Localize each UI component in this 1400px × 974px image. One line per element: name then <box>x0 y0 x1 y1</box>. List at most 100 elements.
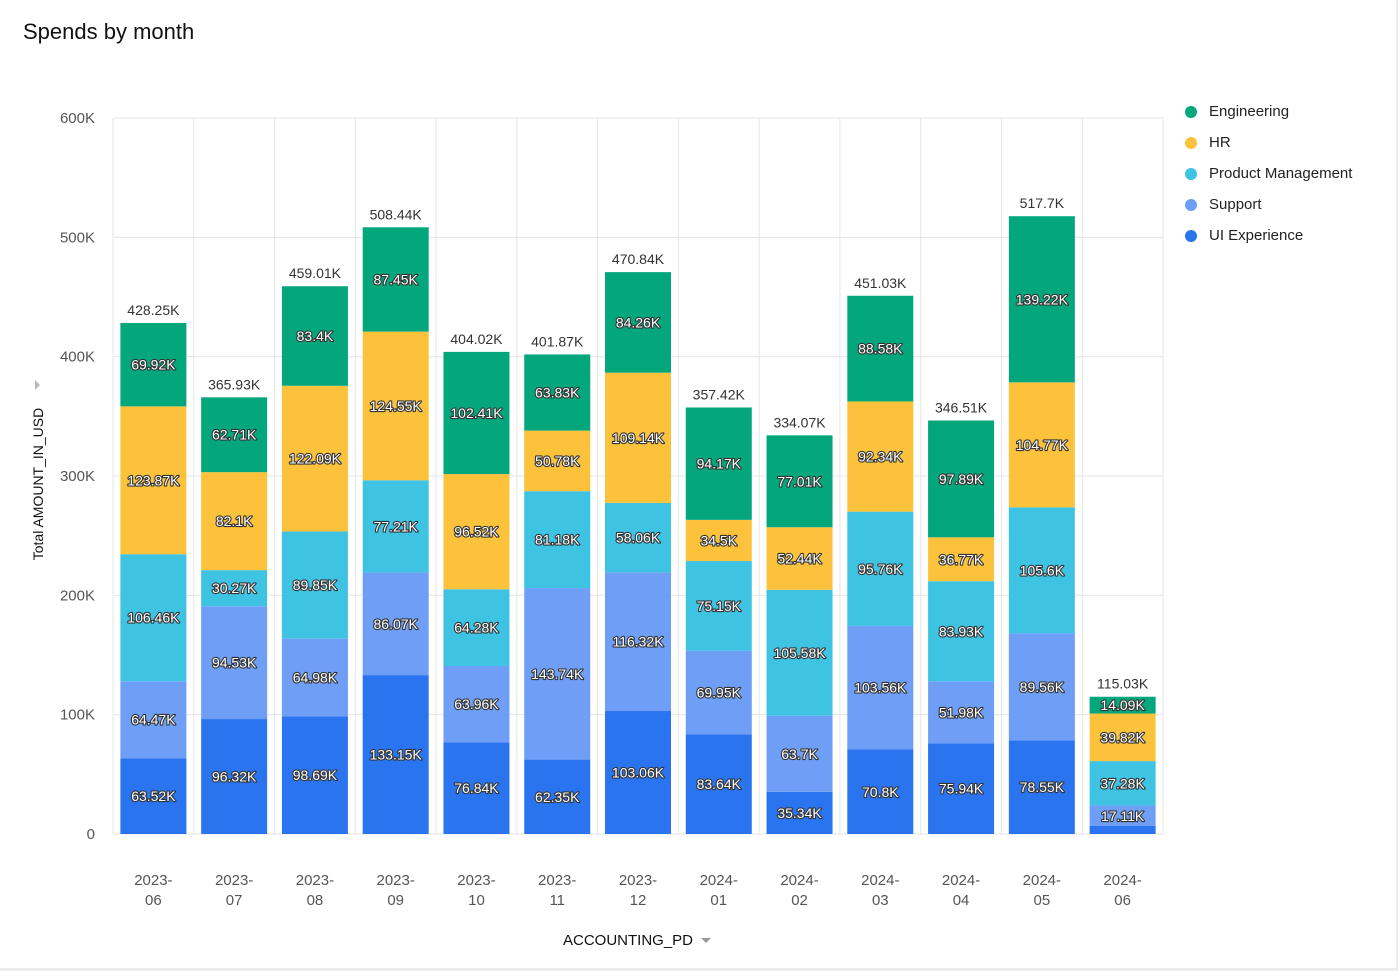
bar-data-label: 64.98K <box>293 669 338 685</box>
bar-segment[interactable] <box>766 791 833 834</box>
bar-total-label: 451.03K <box>854 275 907 291</box>
bar-segment[interactable] <box>847 625 914 750</box>
bar-data-label: 63.96K <box>454 696 499 712</box>
bar-data-label: 92.34K <box>858 449 903 465</box>
bar-segment[interactable] <box>443 665 510 743</box>
bar-segment[interactable] <box>928 743 995 834</box>
legend-item[interactable]: Engineering <box>1185 96 1352 127</box>
legend-item[interactable]: UI Experience <box>1185 220 1352 251</box>
bar-segment[interactable] <box>847 295 914 402</box>
bar-segment[interactable] <box>443 589 510 666</box>
bar-segment[interactable] <box>847 749 914 834</box>
legend-item[interactable]: Product Management <box>1185 158 1352 189</box>
bar-data-label: 82.1K <box>216 513 253 529</box>
x-axis-label-dropdown[interactable]: ACCOUNTING_PD <box>563 932 712 949</box>
bar-segment[interactable] <box>605 272 671 373</box>
bar-segment[interactable] <box>120 322 187 407</box>
bar-data-label: 77.01K <box>777 473 822 489</box>
bar-segment[interactable] <box>201 719 268 834</box>
bar-segment[interactable] <box>120 758 187 834</box>
bar-segment[interactable] <box>201 472 268 571</box>
bar-data-label: 122.09K <box>289 451 342 467</box>
bar-segment[interactable] <box>605 572 671 712</box>
bar-segment[interactable] <box>1008 382 1075 508</box>
bar-segment[interactable] <box>928 537 995 582</box>
bar-segment[interactable] <box>201 570 268 607</box>
bar-segment[interactable] <box>1089 713 1156 762</box>
x-tick-label: 08 <box>307 892 324 909</box>
bar-segment[interactable] <box>928 581 995 682</box>
bar-segment[interactable] <box>281 638 348 717</box>
bar-segment[interactable] <box>443 742 510 834</box>
bar-total-label: 517.7K <box>1020 195 1065 211</box>
bar-segment[interactable] <box>1089 696 1156 714</box>
bar-segment[interactable] <box>1008 633 1075 741</box>
bar-data-label: 50.78K <box>535 453 580 469</box>
bar-segment[interactable] <box>362 572 429 676</box>
bar-data-label: 76.84K <box>454 780 499 796</box>
bar-segment[interactable] <box>362 227 429 332</box>
bar-segment[interactable] <box>685 561 752 651</box>
legend-item[interactable]: HR <box>1185 127 1352 158</box>
bar-segment[interactable] <box>281 716 348 834</box>
bar-segment[interactable] <box>928 420 995 538</box>
bar-segment[interactable] <box>362 331 429 481</box>
bar-segment[interactable] <box>1089 825 1156 834</box>
bar-data-label: 133.15K <box>370 747 423 763</box>
bar-segment[interactable] <box>524 759 591 834</box>
bar-segment[interactable] <box>847 401 914 512</box>
bar-segment[interactable] <box>120 406 187 555</box>
bar-segment[interactable] <box>120 681 187 759</box>
bar-segment[interactable] <box>281 385 348 532</box>
y-axis-caret-icon[interactable] <box>35 380 40 390</box>
bar-segment[interactable] <box>1008 216 1075 383</box>
bar-segment[interactable] <box>605 711 671 834</box>
bar-segment[interactable] <box>605 502 671 573</box>
bar-segment[interactable] <box>443 351 510 475</box>
x-tick-label: 2024- <box>1103 872 1141 889</box>
bar-segment[interactable] <box>201 606 268 720</box>
legend-swatch <box>1185 229 1197 242</box>
bar-segment[interactable] <box>605 372 671 503</box>
bar-segment[interactable] <box>685 650 752 735</box>
bar-segment[interactable] <box>524 588 591 760</box>
legend-swatch <box>1185 167 1197 180</box>
y-axis-label[interactable]: Total AMOUNT_IN_USD <box>30 407 46 561</box>
bar-segment[interactable] <box>847 511 914 626</box>
bar-segment[interactable] <box>766 435 833 528</box>
chevron-down-icon <box>701 938 712 943</box>
y-tick-label: 500K <box>60 229 95 246</box>
legend-swatch <box>1185 198 1197 211</box>
bar-segment[interactable] <box>120 554 187 682</box>
bar-segment[interactable] <box>362 675 429 834</box>
y-tick-label: 600K <box>60 110 95 127</box>
bar-segment[interactable] <box>1089 761 1156 806</box>
bar-segment[interactable] <box>685 407 752 520</box>
bar-segment[interactable] <box>766 715 833 792</box>
bar-segment[interactable] <box>1089 805 1156 826</box>
bar-data-label: 105.6K <box>1020 562 1065 578</box>
bar-segment[interactable] <box>524 430 591 492</box>
bar-segment[interactable] <box>524 491 591 589</box>
bar-segment[interactable] <box>766 527 833 590</box>
bar-segment[interactable] <box>281 286 348 386</box>
bar-segment[interactable] <box>281 531 348 639</box>
bar-segment[interactable] <box>928 681 995 744</box>
bar-data-label: 37.28K <box>1100 775 1145 791</box>
x-tick-label: 2024- <box>861 872 899 889</box>
bar-segment[interactable] <box>766 589 833 716</box>
bar-segment[interactable] <box>362 480 429 573</box>
bar-data-label: 89.56K <box>1020 679 1065 695</box>
bar-data-label: 96.32K <box>212 769 257 785</box>
bar-segment[interactable] <box>1008 507 1075 634</box>
bar-segment[interactable] <box>685 734 752 834</box>
bar-segment[interactable] <box>685 519 752 562</box>
bar-segment[interactable] <box>443 474 510 590</box>
bar-segment[interactable] <box>201 397 268 473</box>
bar-segment[interactable] <box>524 354 591 431</box>
x-tick-label: 2023- <box>377 872 415 889</box>
legend-item[interactable]: Support <box>1185 189 1352 220</box>
bar-data-label: 89.85K <box>293 577 338 593</box>
bar-total-label: 365.93K <box>208 376 261 392</box>
bar-segment[interactable] <box>1008 740 1075 834</box>
